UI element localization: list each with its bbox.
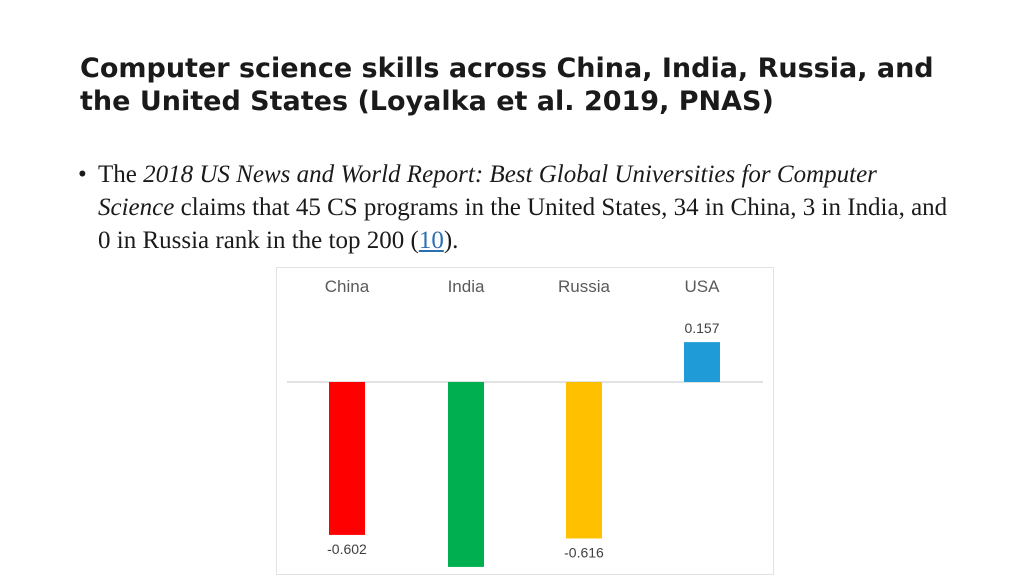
chart-svg: China -0.602 India -0.728 Russia -0.616 USA 0.1… bbox=[287, 277, 763, 574]
bullet-prefix: The bbox=[98, 161, 137, 188]
reference-link[interactable]: 10 bbox=[418, 227, 444, 254]
bullet-suffix: ). bbox=[443, 227, 459, 254]
bar-chart: China -0.602 India -0.728 Russia -0.616 USA 0.1… bbox=[276, 267, 774, 575]
slide-title: Computer science skills across China, In… bbox=[80, 53, 934, 117]
bullet-symbol: • bbox=[78, 161, 87, 188]
category-label-russia: Russia bbox=[558, 277, 611, 296]
bar-india bbox=[448, 382, 484, 567]
category-label-china: China bbox=[325, 277, 370, 296]
bullet-point: • The 2018 US News and World Report: Bes… bbox=[78, 158, 958, 257]
data-label-india: -0.728 bbox=[446, 573, 486, 574]
data-label-china: -0.602 bbox=[327, 541, 367, 557]
bar-russia bbox=[566, 382, 602, 539]
category-label-usa: USA bbox=[685, 277, 721, 296]
data-label-usa: 0.157 bbox=[684, 320, 719, 336]
bar-usa bbox=[684, 342, 720, 382]
category-label-india: India bbox=[448, 277, 485, 296]
bullet-claim: claims that 45 CS programs in the United… bbox=[98, 194, 948, 254]
data-label-russia: -0.616 bbox=[564, 544, 604, 560]
report-title: 2018 US News and World Report: Best Glob… bbox=[98, 161, 877, 221]
bar-china bbox=[329, 382, 365, 535]
bullet-text: The 2018 US News and World Report: Best … bbox=[98, 158, 958, 257]
